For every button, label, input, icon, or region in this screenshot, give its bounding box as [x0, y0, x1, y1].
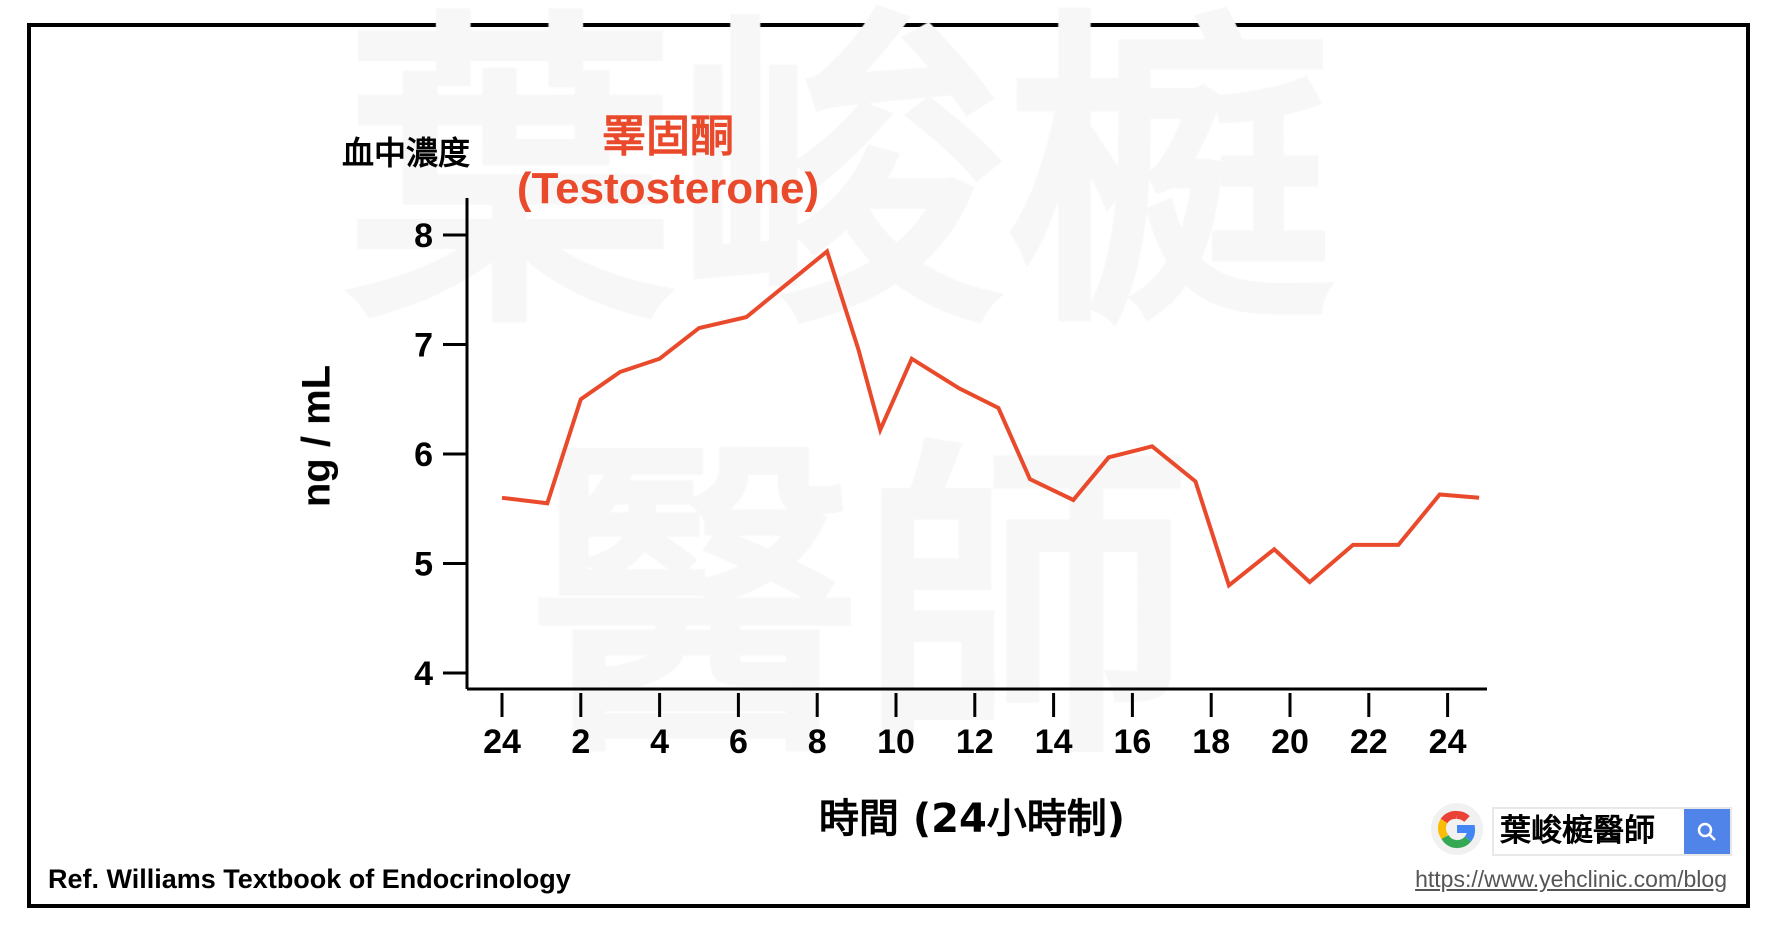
y-tick-label: 6	[414, 436, 433, 474]
x-tick-label: 24	[1429, 723, 1467, 761]
y-tick-label: 5	[414, 546, 433, 584]
y-axis-top-label: 血中濃度	[342, 134, 471, 172]
x-tick-label: 16	[1113, 723, 1151, 761]
x-tick-label: 10	[877, 723, 915, 761]
y-tick-label: 7	[414, 327, 433, 365]
chart-title: 睪固酮	[602, 111, 734, 162]
y-tick-label: 8	[414, 217, 433, 255]
x-tick-label: 22	[1350, 723, 1388, 761]
x-tick-label: 6	[729, 723, 748, 761]
testosterone-series-line	[501, 248, 1480, 589]
x-tick-label: 4	[650, 723, 669, 761]
search-box[interactable]: 葉峻榳醫師	[1492, 807, 1732, 856]
google-logo-icon	[1430, 802, 1484, 856]
x-tick-label: 14	[1035, 723, 1073, 761]
search-icon	[1697, 822, 1716, 841]
y-tick-label: 4	[414, 655, 433, 693]
x-tick-label: 2	[571, 723, 590, 761]
x-tick-label: 12	[956, 723, 994, 761]
search-button[interactable]	[1684, 809, 1730, 854]
reference-text: Ref. Williams Textbook of Endocrinology	[48, 864, 571, 894]
x-tick-label: 20	[1271, 723, 1309, 761]
blog-url-link[interactable]: https://www.yehclinic.com/blog	[1415, 866, 1727, 892]
x-tick-label: 24	[483, 723, 521, 761]
x-tick-label: 8	[808, 723, 827, 761]
x-tick-label: 18	[1192, 723, 1230, 761]
x-axis-label: 時間 (24小時制)	[818, 796, 1126, 842]
search-text: 葉峻榳醫師	[1500, 813, 1655, 849]
chart-subtitle: (Testosterone)	[516, 164, 820, 213]
